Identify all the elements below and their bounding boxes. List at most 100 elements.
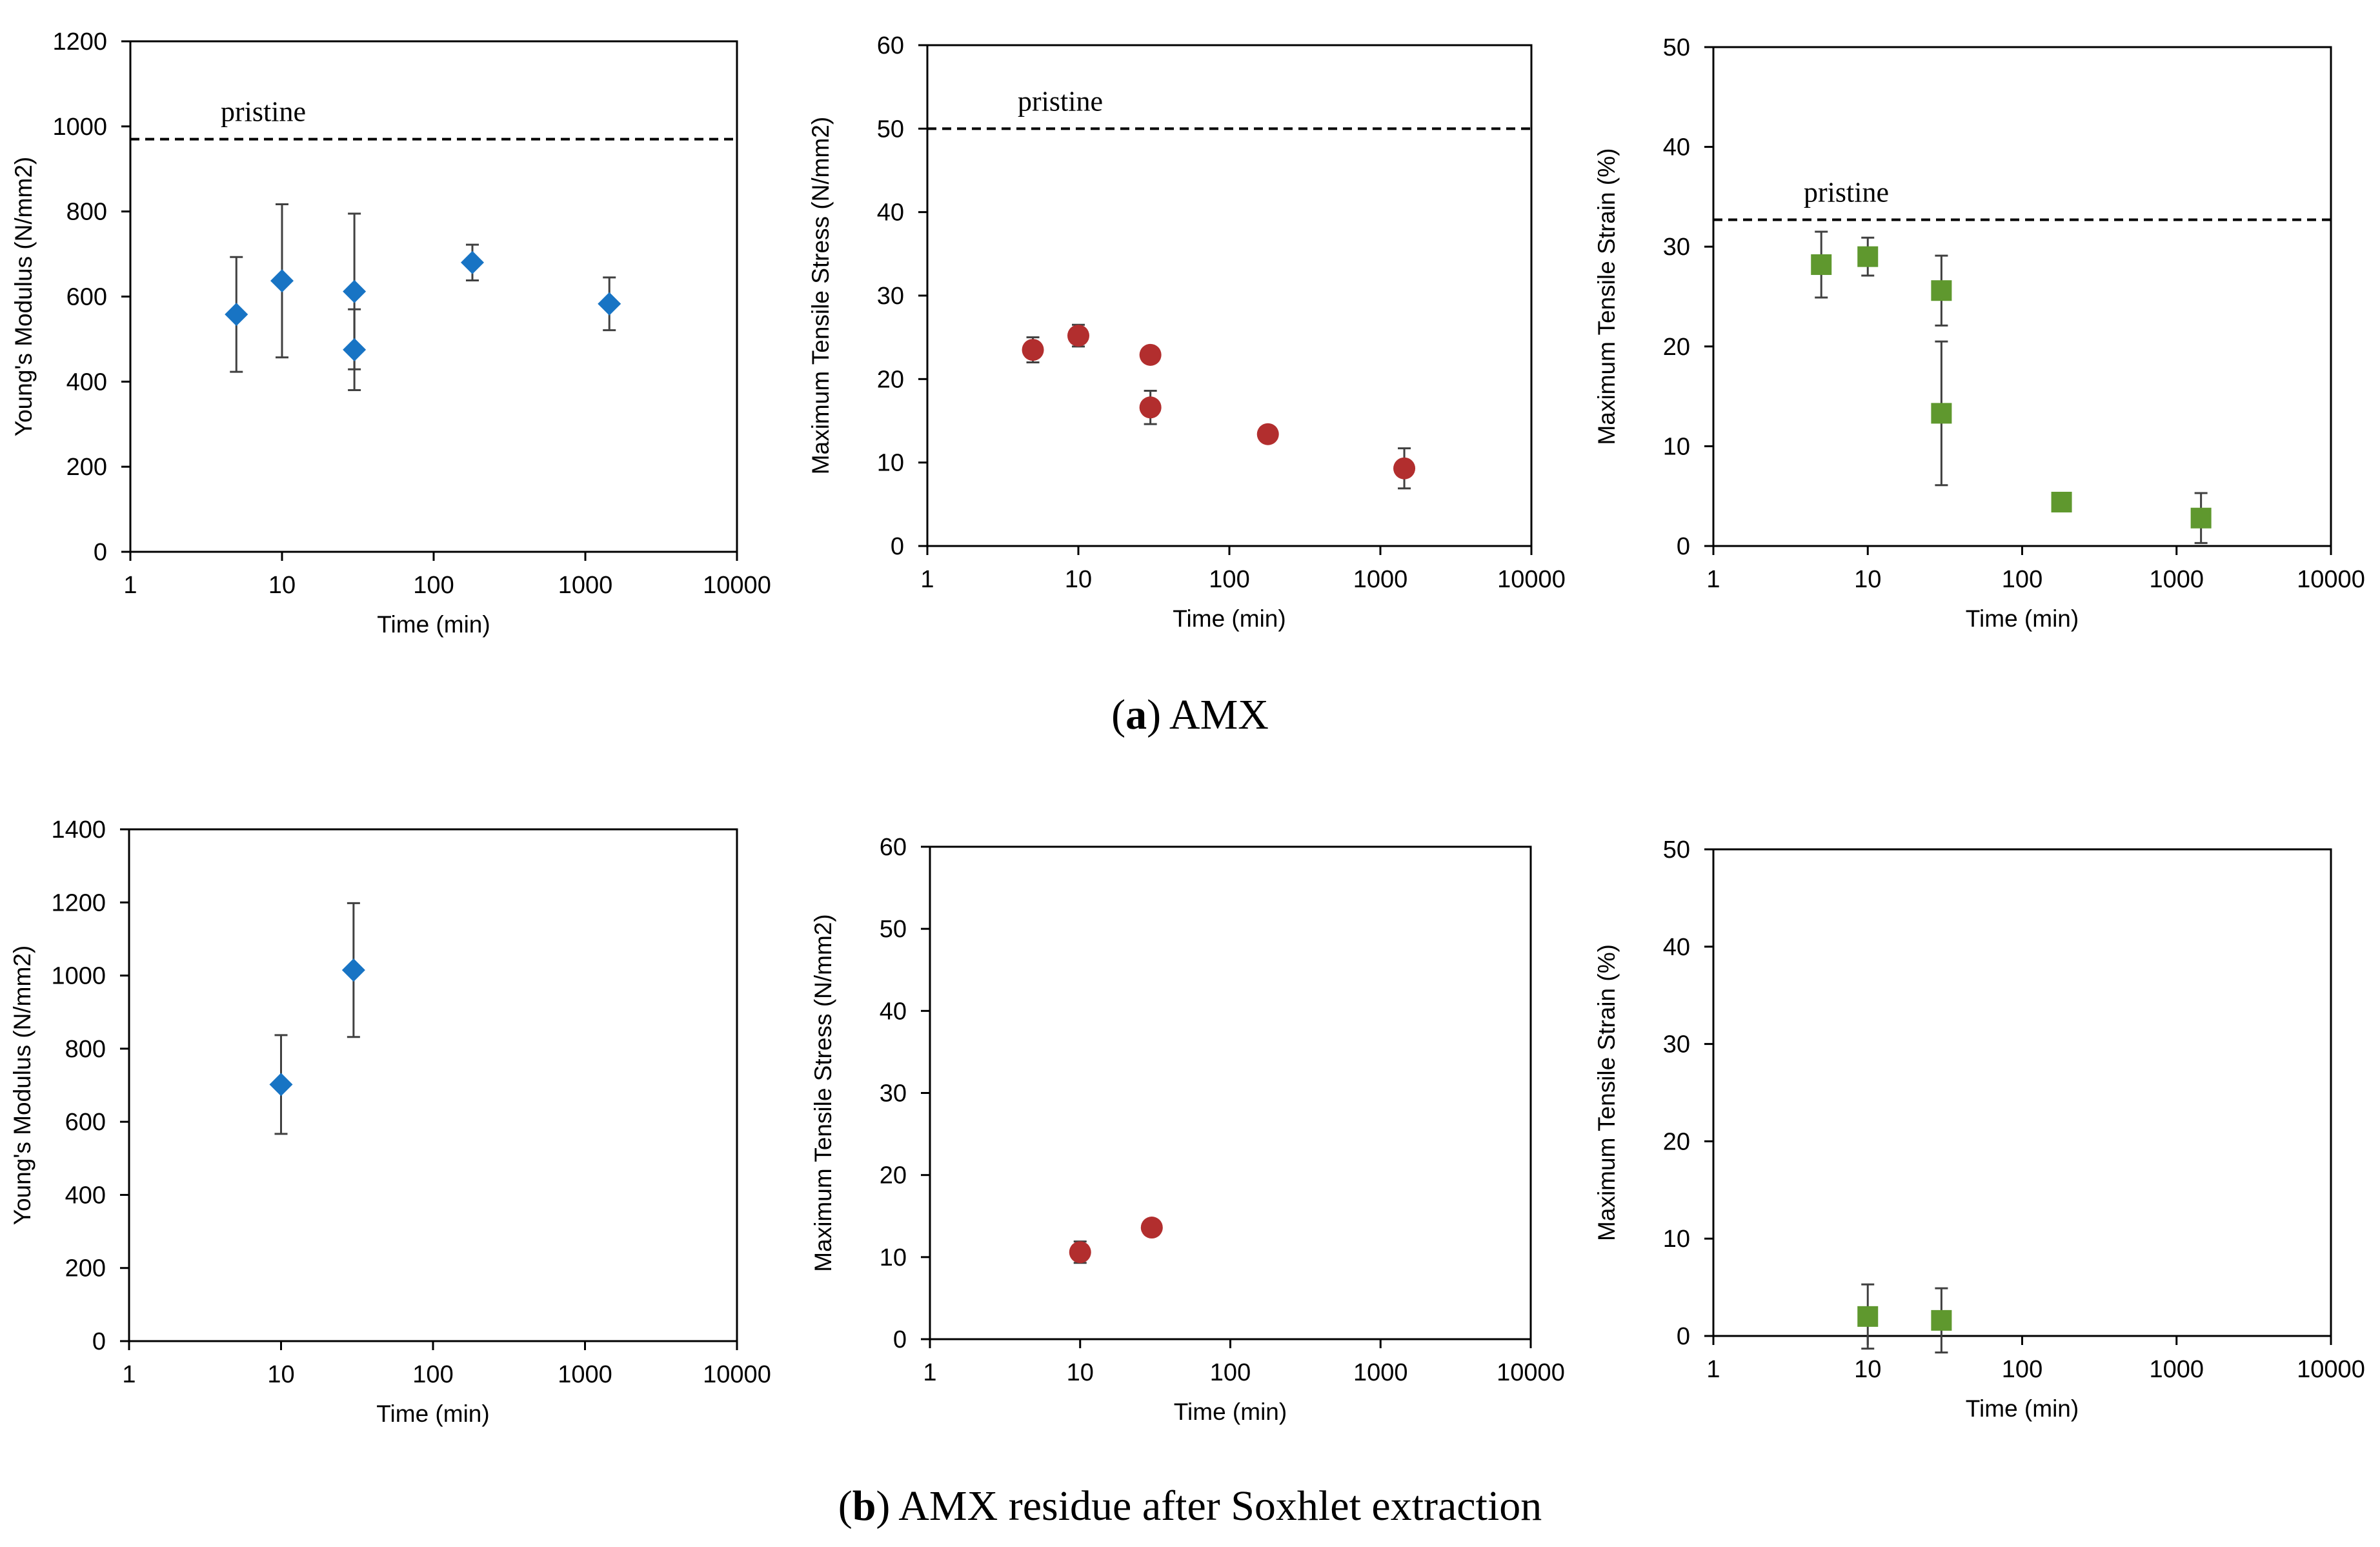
chart-a-strain: 1 10 100 1000 10000 0 10 20 30 40 50 Time (min) Maxi… bbox=[1593, 34, 2365, 632]
data-point-diamond bbox=[343, 338, 367, 361]
x-tick-label: 1000 bbox=[558, 572, 613, 599]
y-tick-label: 10 bbox=[880, 1244, 907, 1271]
y-tick-label: 600 bbox=[66, 284, 107, 311]
plot-frame bbox=[1712, 46, 2332, 547]
data-point-square bbox=[1931, 280, 1952, 301]
x-tick-label: 10000 bbox=[1497, 566, 1566, 593]
y-tick-label: 400 bbox=[66, 369, 107, 396]
caption-b-text: AMX residue after Soxhlet extraction bbox=[898, 1482, 1542, 1530]
data-point-diamond bbox=[269, 1073, 293, 1097]
data-point-diamond bbox=[270, 269, 294, 293]
plot-frame bbox=[128, 828, 738, 1342]
y-tick-label: 20 bbox=[880, 1162, 907, 1189]
x-tick-label: 10000 bbox=[2297, 566, 2365, 593]
y-tick-label: 0 bbox=[1677, 533, 1690, 560]
plot-frame bbox=[926, 44, 1533, 547]
data-point-circle bbox=[1139, 343, 1162, 366]
x-axis-title: Time (min) bbox=[376, 1400, 489, 1427]
x-tick-label: 1 bbox=[123, 572, 137, 599]
y-tick-label: 0 bbox=[94, 539, 107, 566]
y-tick-label: 20 bbox=[1663, 1128, 1690, 1155]
data-point-square bbox=[1931, 1309, 1952, 1331]
data-point-square bbox=[1811, 254, 1832, 276]
y-tick-label: 0 bbox=[92, 1328, 106, 1355]
y-tick-label: 40 bbox=[1663, 934, 1690, 961]
caption-a-letter: a bbox=[1125, 691, 1147, 738]
plot-frame bbox=[1712, 848, 2332, 1337]
y-axis-title: Young's Modulus (N/mm2) bbox=[9, 945, 35, 1225]
data-point-square bbox=[1931, 403, 1952, 424]
x-tick-label: 100 bbox=[2002, 566, 2042, 593]
y-tick-label: 40 bbox=[877, 199, 904, 227]
y-tick-label: 200 bbox=[65, 1255, 106, 1282]
x-tick-label: 10000 bbox=[703, 572, 771, 599]
x-tick-label: 10 bbox=[267, 1361, 294, 1388]
chart-a-stress: 1 10 100 1000 10000 0 10 20 30 40 50 60 Time (min) Ma… bbox=[807, 32, 1566, 632]
x-tick-label: 10000 bbox=[2297, 1356, 2365, 1383]
y-tick-label: 0 bbox=[1677, 1323, 1690, 1350]
y-tick-label: 20 bbox=[877, 366, 904, 393]
y-tick-label: 200 bbox=[66, 454, 107, 481]
x-axis-title: Time (min) bbox=[377, 611, 490, 638]
data-point-circle bbox=[1393, 457, 1416, 480]
data-point-diamond bbox=[341, 958, 365, 982]
x-tick-label: 10000 bbox=[1497, 1359, 1565, 1386]
x-tick-label: 1000 bbox=[1353, 1359, 1408, 1386]
y-tick-label: 800 bbox=[65, 1036, 106, 1063]
data-point-square bbox=[2051, 491, 2072, 512]
x-tick-label: 1000 bbox=[2149, 1356, 2204, 1383]
x-tick-label: 1000 bbox=[1353, 566, 1408, 593]
x-tick-label: 10 bbox=[268, 572, 296, 599]
x-tick-label: 100 bbox=[1210, 1359, 1251, 1386]
y-tick-label: 30 bbox=[1663, 1031, 1690, 1058]
y-tick-label: 1400 bbox=[51, 816, 106, 844]
data-point-circle bbox=[1067, 325, 1089, 347]
x-tick-label: 100 bbox=[412, 1361, 453, 1388]
y-tick-label: 1000 bbox=[51, 963, 106, 990]
x-tick-label: 1000 bbox=[2149, 566, 2204, 593]
chart-b-stress: 1 10 100 1000 10000 0 10 20 30 40 50 60 Time (min) Ma… bbox=[810, 834, 1565, 1425]
x-tick-label: 10 bbox=[1067, 1359, 1094, 1386]
y-tick-label: 10 bbox=[1663, 1226, 1690, 1253]
x-tick-label: 1 bbox=[1706, 566, 1720, 593]
y-tick-label: 50 bbox=[880, 916, 907, 943]
y-axis-title: Maximum Tensile Stress (N/mm2) bbox=[807, 117, 834, 474]
y-tick-label: 600 bbox=[65, 1109, 106, 1136]
y-axis-title: Young's Modulus (N/mm2) bbox=[10, 157, 37, 436]
y-tick-label: 10 bbox=[877, 450, 904, 477]
data-point-circle bbox=[1139, 396, 1162, 419]
y-tick-label: 30 bbox=[880, 1080, 907, 1107]
y-tick-label: 1000 bbox=[52, 114, 107, 141]
data-point-square bbox=[1857, 1306, 1879, 1327]
y-tick-label: 20 bbox=[1663, 334, 1690, 361]
x-axis-title: Time (min) bbox=[1966, 605, 2079, 632]
y-axis-title: Maximum Tensile Strain (%) bbox=[1593, 148, 1620, 445]
y-tick-label: 50 bbox=[877, 116, 904, 143]
y-tick-label: 60 bbox=[880, 834, 907, 861]
chart-b-strain: 1 10 100 1000 10000 0 10 20 30 40 50 Time (min) Maxi… bbox=[1593, 836, 2365, 1422]
x-tick-label: 1 bbox=[122, 1361, 136, 1388]
x-axis-title: Time (min) bbox=[1966, 1395, 2079, 1422]
chart-b-modulus: 1 10 100 1000 10000 0 200 400 600 800 1000 1200 1400… bbox=[9, 816, 771, 1427]
y-tick-label: 0 bbox=[891, 533, 904, 560]
data-point-circle bbox=[1022, 339, 1044, 361]
data-point-circle bbox=[1069, 1241, 1091, 1264]
data-point-diamond bbox=[225, 303, 248, 327]
x-tick-label: 10000 bbox=[703, 1361, 771, 1388]
x-tick-label: 1 bbox=[923, 1359, 936, 1386]
x-axis-title: Time (min) bbox=[1174, 1399, 1287, 1425]
chart-a-modulus: 1 10 100 1000 10000 0 200 400 600 800 1000 1200 Time… bbox=[10, 28, 771, 638]
data-point-square bbox=[2190, 507, 2212, 529]
y-tick-label: 40 bbox=[880, 998, 907, 1025]
data-point-circle bbox=[1140, 1217, 1163, 1239]
caption-b: (b) AMX residue after Soxhlet extraction bbox=[838, 1482, 1542, 1530]
y-tick-label: 30 bbox=[1663, 234, 1690, 261]
y-tick-label: 40 bbox=[1663, 134, 1690, 161]
caption-a: (a) AMX bbox=[1111, 691, 1269, 738]
data-point-circle bbox=[1256, 423, 1279, 445]
y-tick-label: 30 bbox=[877, 283, 904, 310]
data-point-diamond bbox=[460, 250, 484, 274]
y-tick-label: 50 bbox=[1663, 34, 1690, 61]
y-tick-label: 400 bbox=[65, 1182, 106, 1209]
plot-frame bbox=[929, 845, 1532, 1340]
